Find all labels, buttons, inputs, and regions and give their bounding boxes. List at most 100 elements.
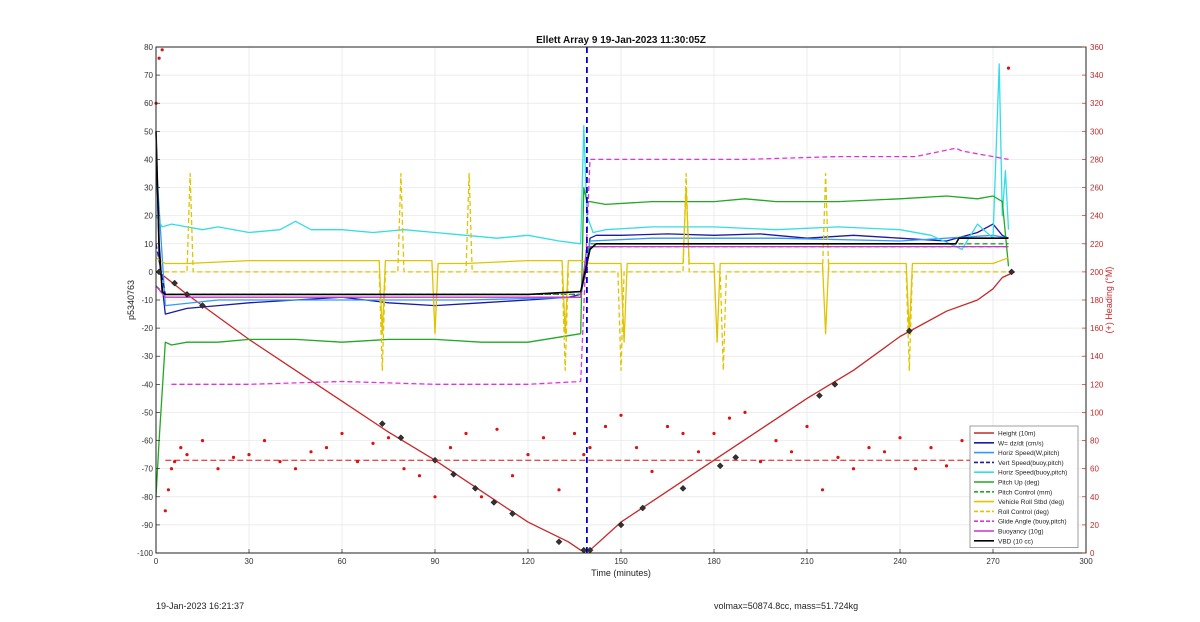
heading-point <box>278 460 282 464</box>
height-marker <box>199 302 206 309</box>
heading-point <box>526 453 530 457</box>
y-tick-label: 10 <box>144 240 153 249</box>
series-line <box>156 172 1009 371</box>
x-tick-label: 210 <box>800 557 814 566</box>
heading-point <box>758 460 763 464</box>
y-tick-label: -10 <box>141 296 153 305</box>
height-marker <box>639 504 647 512</box>
heading-point <box>743 410 747 414</box>
y-tick-label: 50 <box>144 127 153 136</box>
y-right-tick-label: 40 <box>1090 493 1099 502</box>
legend-label: Vehicle Roll Stbd (deg) <box>998 499 1064 506</box>
x-tick-label: 150 <box>614 557 628 566</box>
heading-point <box>185 453 189 457</box>
legend-label: Pitch Up (deg) <box>998 480 1040 487</box>
y-tick-label: 20 <box>144 212 153 221</box>
heading-layer <box>154 48 1011 513</box>
heading-point <box>913 467 918 471</box>
height-marker <box>378 420 386 428</box>
heading-point <box>696 450 701 454</box>
footer-summary: volmax=50874.8cc, mass=51.724kg <box>714 601 859 611</box>
heading-point <box>231 455 236 459</box>
y-right-tick-label: 300 <box>1090 127 1104 136</box>
chart-title: Ellett Array 9 19-Jan-2023 11:30:05Z <box>536 35 706 46</box>
legend-box <box>969 425 1079 548</box>
y-right-tick-label: 0 <box>1090 549 1095 558</box>
y-tick-label: -20 <box>141 324 153 333</box>
heading-point <box>944 464 949 468</box>
height-marker <box>431 456 439 464</box>
height-marker <box>450 470 457 478</box>
heading-point <box>820 488 825 492</box>
heading-point <box>960 439 964 443</box>
heading-point <box>495 427 499 431</box>
y-tick-label: 40 <box>144 155 153 164</box>
y-tick-label: -70 <box>141 465 153 474</box>
y-right-tick-label: 220 <box>1090 240 1104 249</box>
x-tick-label: 120 <box>521 557 535 566</box>
y-tick-label: -80 <box>141 493 153 502</box>
heading-point <box>417 474 422 478</box>
heading-point <box>371 441 375 445</box>
x-axis-label: Time (minutes) <box>591 568 651 578</box>
legend-label: Pitch Control (mm) <box>998 489 1052 496</box>
heading-point <box>603 424 608 429</box>
heading-point <box>309 450 313 454</box>
heading-point <box>173 460 177 464</box>
heading-point <box>1006 66 1011 70</box>
y-right-tick-label: 120 <box>1090 380 1104 389</box>
heading-point <box>588 446 592 450</box>
height-marker <box>905 327 913 335</box>
heading-point <box>179 446 183 450</box>
y-tick-label: -30 <box>141 352 153 361</box>
height-marker <box>617 521 625 529</box>
heading-point <box>867 446 871 450</box>
x-tick-label: 180 <box>707 557 721 566</box>
heading-point <box>402 467 406 471</box>
series-line <box>155 245 1009 298</box>
legend-label: Horiz Speed(buoy,pitch) <box>998 470 1067 477</box>
y-right-tick-label: 140 <box>1090 352 1104 361</box>
heading-point <box>541 436 546 440</box>
y-right-tick-label: 320 <box>1090 99 1104 108</box>
heading-point <box>262 439 267 443</box>
heading-point <box>293 467 298 471</box>
y-right-tick-label: 80 <box>1090 437 1099 446</box>
y-right-tick-label: 240 <box>1090 212 1104 221</box>
y-right-tick-label: 340 <box>1090 71 1104 80</box>
legend: Height (10m) W= dz/dt (cm/s) Horiz Speed(W… <box>969 425 1079 548</box>
y-tick-label: 80 <box>144 43 153 52</box>
heading-point <box>557 488 561 492</box>
y-tick-label: -90 <box>141 521 153 530</box>
height-marker <box>831 380 839 388</box>
y-right-tick-label: 180 <box>1090 296 1104 305</box>
heading-point <box>169 467 174 471</box>
heading-point <box>510 474 515 478</box>
tick-labels: 0 30 60 90 120 150 180 210 240 270 300-100-90-80-7… <box>137 43 1104 566</box>
y-right-tick-label: 360 <box>1090 43 1104 52</box>
heading-point <box>882 450 887 454</box>
heading-point <box>789 450 794 454</box>
heading-point <box>582 453 586 457</box>
legend-label: Glide Angle (buoy,pitch) <box>998 519 1067 526</box>
legend-label: W= dz/dt (cm/s) <box>998 440 1044 447</box>
y-tick-label: -100 <box>137 549 154 558</box>
heading-point <box>929 446 933 450</box>
series-line <box>171 147 1009 385</box>
heading-point <box>665 424 670 429</box>
legend-label: Buoyancy (10g) <box>998 529 1044 536</box>
y-tick-label: 70 <box>144 71 153 80</box>
heading-point <box>727 416 732 420</box>
y-right-tick-label: 100 <box>1090 408 1104 417</box>
legend-label: Roll Control (deg) <box>998 509 1049 516</box>
y-right-tick-label: 280 <box>1090 155 1104 164</box>
x-tick-label: 240 <box>893 557 907 566</box>
height-marker <box>183 291 191 298</box>
legend-label: Height (10m) <box>998 431 1036 438</box>
series-line <box>155 186 1010 497</box>
heading-point <box>619 413 623 417</box>
height-marker <box>679 484 687 492</box>
y-axis-label: p5340763 <box>126 280 136 320</box>
heading-point <box>163 509 167 513</box>
